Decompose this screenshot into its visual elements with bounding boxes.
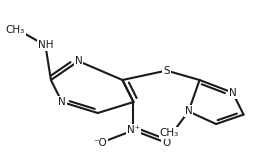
Text: NH: NH: [38, 40, 53, 50]
Text: N: N: [58, 97, 66, 107]
Text: N: N: [185, 106, 192, 116]
Text: O: O: [162, 138, 171, 148]
Text: S: S: [163, 66, 170, 76]
Text: CH₃: CH₃: [6, 25, 25, 35]
Text: N: N: [229, 88, 237, 98]
Text: N: N: [75, 56, 82, 66]
Text: N⁺: N⁺: [127, 125, 140, 135]
Text: CH₃: CH₃: [160, 128, 179, 138]
Text: ⁻O: ⁻O: [94, 138, 107, 148]
